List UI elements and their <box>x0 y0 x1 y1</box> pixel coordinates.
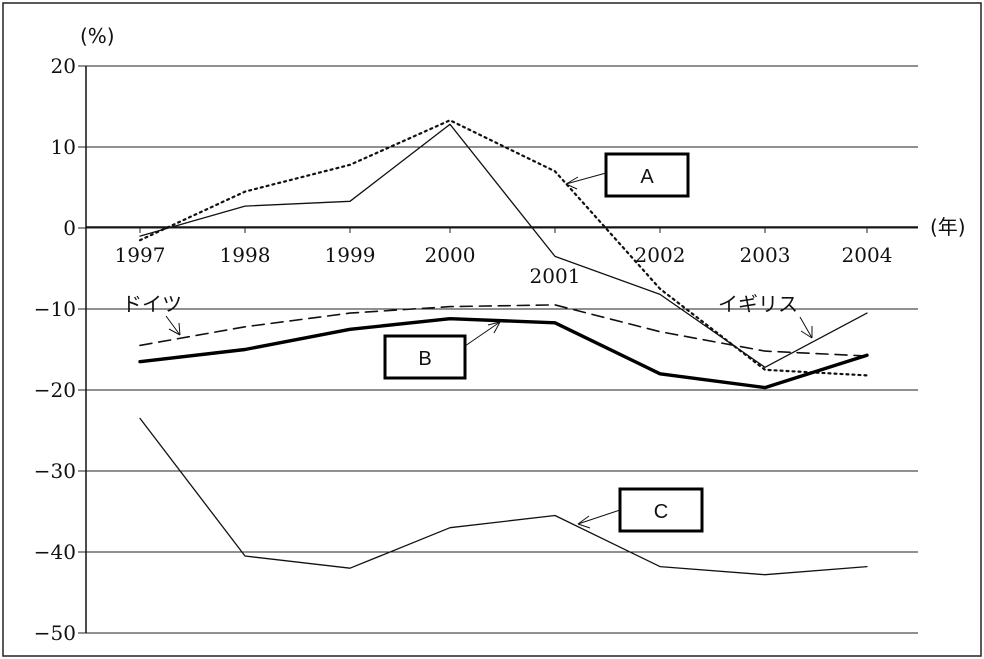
annotation-a: A <box>565 152 690 198</box>
pointer-c <box>577 509 621 525</box>
pointer-germany-arrowhead <box>168 322 181 336</box>
y-tick-label-0: 20 <box>51 54 76 78</box>
box-b-label: B <box>418 348 431 370</box>
pointer-a-arrowhead <box>565 176 579 190</box>
series-line-2 <box>139 304 868 357</box>
y-tick-labels: 20 10 0 −10 −20 −30 −40 −50 <box>34 54 76 645</box>
x-tick-label-2004: 2004 <box>842 243 893 267</box>
pointer-germany <box>165 315 181 336</box>
x-tick-label-2001: 2001 <box>530 264 581 288</box>
x-tick-label-1999: 1999 <box>325 243 376 267</box>
annotation-c: C <box>577 487 704 533</box>
pointer-b-arrowhead <box>487 321 501 334</box>
y-tick-label-6: −40 <box>34 540 76 564</box>
x-tick-label-2002: 2002 <box>635 243 686 267</box>
annotation-b: B <box>383 321 501 380</box>
annotation-uk: イギリス <box>718 292 813 339</box>
grid-lines <box>78 65 918 634</box>
pointer-c-arrowhead <box>577 515 591 529</box>
x-tick-label-1998: 1998 <box>220 243 271 267</box>
series-line-3 <box>138 317 869 390</box>
box-b <box>383 334 467 380</box>
series-line-0 <box>138 119 869 377</box>
x-tick-label-2000: 2000 <box>425 243 476 267</box>
box-a <box>604 152 690 198</box>
x-tick-label-2003: 2003 <box>740 243 791 267</box>
y-tick-label-5: −30 <box>34 459 76 483</box>
box-c-label: C <box>654 501 668 523</box>
box-c <box>618 487 704 533</box>
annotation-germany: ドイツ <box>122 292 182 336</box>
x-unit-label: (年) <box>930 215 966 239</box>
series-lines <box>138 119 869 576</box>
x-tick-label-1997: 1997 <box>115 243 166 267</box>
x-tick-labels: 1997 1998 1999 2000 2001 2002 2003 2004 <box>115 227 893 288</box>
axes <box>85 66 918 633</box>
y-tick-label-3: −10 <box>34 297 76 321</box>
box-a-label: A <box>640 166 654 188</box>
label-germany: ドイツ <box>122 292 182 316</box>
y-tick-label-7: −50 <box>34 621 76 645</box>
pointer-a <box>565 172 607 185</box>
y-tick-label-1: 10 <box>51 135 76 159</box>
y-tick-label-2: 0 <box>63 216 76 240</box>
y-unit-label: (%) <box>80 24 115 48</box>
pointer-uk-arrowhead <box>800 326 813 339</box>
y-tick-label-4: −20 <box>34 378 76 402</box>
pointer-uk <box>799 316 813 339</box>
label-uk: イギリス <box>718 292 798 316</box>
pointer-b <box>464 321 501 347</box>
series-line-4 <box>139 417 868 576</box>
series-line-1 <box>139 123 868 368</box>
